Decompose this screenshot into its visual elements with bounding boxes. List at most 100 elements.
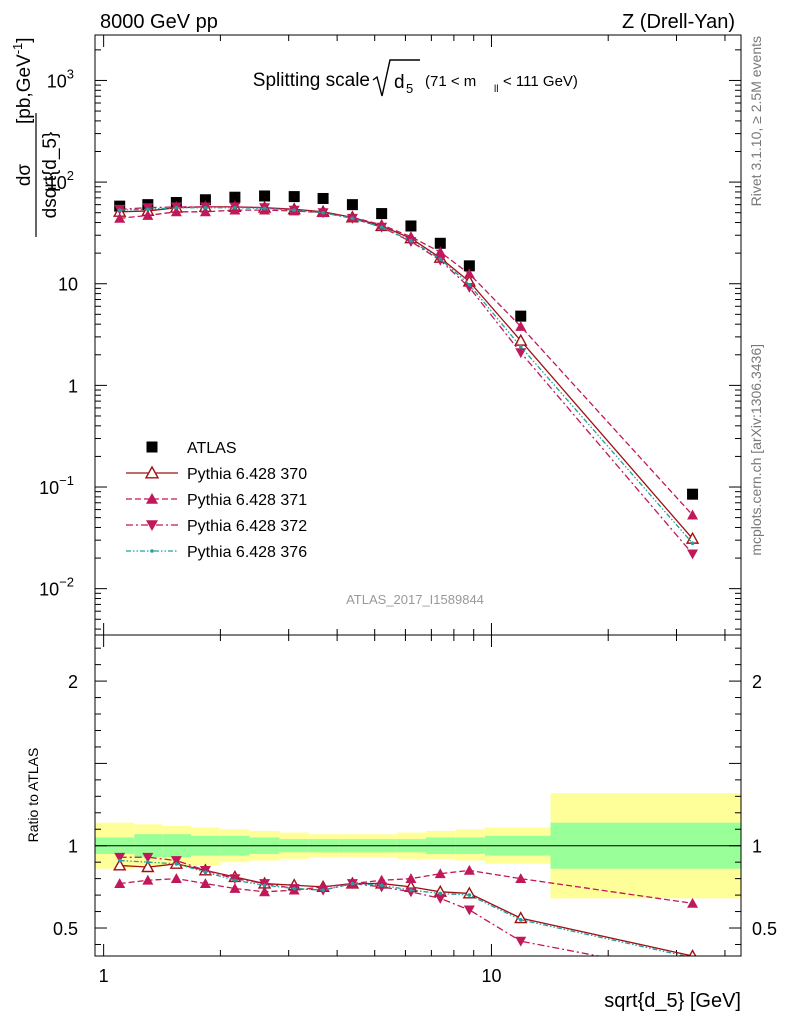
- data-point: [346, 199, 358, 211]
- mcplots-label: mcplots.cern.ch [arXiv:1306.3436]: [748, 344, 764, 556]
- data-point: [376, 208, 388, 220]
- series-point: [687, 509, 699, 520]
- main-y-label: dσ dsqrt{d_5}: [14, 113, 61, 237]
- legend-marker: [150, 549, 154, 553]
- ratio-point: [262, 883, 267, 888]
- ratio-series-line: [119, 856, 602, 956]
- series-point: [350, 216, 355, 221]
- ratio-y-label: Ratio to ATLAS: [25, 748, 41, 843]
- y-tick-label: 102: [47, 168, 74, 193]
- ylabel-units: [pb,GeV-1]: [10, 37, 35, 124]
- legend-label: Pythia 6.428 371: [187, 492, 307, 509]
- series-point: [321, 210, 325, 215]
- series-point: [467, 282, 472, 287]
- ratio-point: [376, 874, 388, 885]
- ratio-point: [518, 917, 523, 922]
- title-symbol-sub: 5: [406, 81, 413, 96]
- watermark: ATLAS_2017_I1589844: [346, 592, 484, 607]
- ratio-point: [199, 878, 211, 888]
- x-tick-label: 10: [481, 966, 501, 986]
- ratio-y-tick-label: 2: [752, 672, 762, 692]
- data-point: [515, 310, 527, 322]
- ratio-point: [688, 949, 697, 956]
- ratio-point: [434, 868, 446, 879]
- ylabel-numerator: dσ: [14, 164, 35, 187]
- legend-label: Pythia 6.428 370: [187, 466, 307, 483]
- ratio-series-group: [95, 793, 741, 980]
- data-point: [405, 220, 417, 232]
- ratio-point: [463, 864, 475, 875]
- ratio-y-tick-label: 2: [68, 672, 78, 692]
- title-range-pre: (71 < m: [425, 73, 476, 90]
- series-point: [515, 348, 527, 359]
- x-axis-label: sqrt{d_5} [GeV]: [604, 990, 741, 1012]
- rivet-label: Rivet 3.1.10, ≥ 2.5M events: [748, 36, 764, 206]
- ratio-y-tick-label: 1: [752, 837, 762, 857]
- ratio-series-line: [119, 869, 693, 904]
- ratio-point: [687, 970, 698, 980]
- ratio-point: [233, 878, 237, 883]
- ratio-point: [174, 862, 179, 866]
- series-line: [119, 206, 694, 540]
- ratio-plot-layer: 0.5 0.5 1 1 2 2: [53, 647, 777, 980]
- ratio-frame: [94, 634, 742, 957]
- series-point: [463, 283, 475, 293]
- ratio-point: [350, 881, 355, 886]
- legend-marker: [144, 465, 160, 479]
- series-point: [434, 255, 446, 266]
- ylabel-denominator: dsqrt{d_5}: [40, 132, 61, 219]
- ratio-point: [515, 873, 527, 884]
- y-tick-label: 10: [58, 275, 78, 295]
- x-ticks: 1 10: [99, 35, 726, 986]
- header-right: Z (Drell-Yan): [622, 11, 735, 33]
- series-point: [515, 320, 527, 331]
- series-point: [262, 206, 267, 211]
- plot-title: Splitting scale d 5 (71 < m ll < 111 GeV…: [253, 59, 578, 97]
- data-point: [259, 190, 271, 202]
- legend-marker: [146, 441, 158, 453]
- data-point: [229, 191, 241, 203]
- ratio-point: [170, 856, 182, 867]
- data-point: [463, 260, 475, 272]
- ratio-point: [142, 852, 154, 863]
- series-point: [690, 541, 695, 546]
- ratio-point: [463, 905, 475, 916]
- series-point: [434, 246, 446, 257]
- series-point: [146, 207, 150, 212]
- x-tick-label: 1: [99, 966, 109, 986]
- ratio-point: [321, 888, 325, 892]
- series-point: [203, 205, 208, 210]
- data-point: [288, 191, 300, 203]
- legend-label: Pythia 6.428 376: [187, 544, 307, 561]
- ratio-y-tick-label: 0.5: [752, 919, 777, 939]
- ratio-point: [114, 878, 126, 888]
- sqrt-sign: [372, 59, 420, 97]
- ratio-point: [117, 858, 122, 863]
- ratio-point: [142, 874, 154, 885]
- main-plot-layer: 1 10 10−2 10−1 1 10 102 103: [39, 35, 741, 986]
- series-point: [438, 257, 443, 261]
- series-line: [119, 206, 694, 555]
- main-y-ticks: 10−2 10−1 1 10 102 103: [39, 49, 741, 630]
- y-tick-label: 1: [68, 376, 78, 396]
- series-point: [114, 212, 126, 223]
- ratio-point: [292, 886, 296, 891]
- ratio-point: [170, 873, 182, 884]
- ratio-point: [515, 936, 527, 947]
- series-point: [409, 238, 413, 243]
- legend-marker: [146, 520, 158, 531]
- data-point: [434, 237, 446, 249]
- header-left: 8000 GeV pp: [100, 11, 218, 33]
- ratio-point: [438, 891, 443, 896]
- ratio-y-tick-label: 1: [68, 837, 78, 857]
- y-tick-label: 103: [47, 66, 74, 91]
- series-point: [518, 344, 523, 349]
- y-tick-label: 10−1: [39, 473, 74, 498]
- title-range-sub: ll: [494, 84, 498, 95]
- ratio-point: [434, 893, 446, 904]
- legend-label: ATLAS: [187, 440, 237, 457]
- y-tick-label: 10−2: [39, 575, 74, 600]
- ratio-point: [141, 860, 155, 873]
- ratio-point: [259, 886, 271, 897]
